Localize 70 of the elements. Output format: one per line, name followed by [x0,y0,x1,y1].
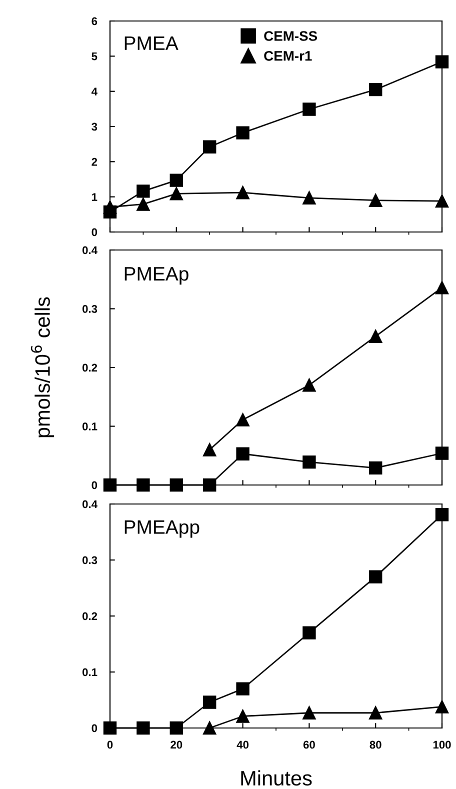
point [369,82,382,96]
x-tick-label: 80 [370,740,382,749]
legend-label: CEM-r1 [264,50,312,61]
point [302,455,316,469]
y-tick-label: 6 [92,17,98,26]
point [369,461,382,475]
y-tick-label: 0 [92,228,98,236]
point [435,446,449,460]
x-tick-label: 20 [170,740,182,749]
point [369,570,382,584]
y-tick-label: 0.2 [82,364,98,372]
y-tick-label: 0.4 [82,246,98,254]
y-axis-title: pmols/10$^{6}$ cells [30,297,54,438]
point [369,706,382,720]
x-tick-label: 0 [107,740,113,749]
point [435,194,449,208]
y-tick-label: 0.1 [82,422,98,430]
point [203,443,216,456]
point [170,478,183,492]
y-tick-label: 0.3 [82,556,98,564]
point [236,186,250,200]
x-axis-title: Minutes [241,770,312,786]
point [236,682,250,696]
point [236,413,250,426]
y-tick-label: 2 [92,158,98,166]
point [203,478,216,492]
point [170,721,183,735]
point [203,721,216,735]
text: PMEAp [124,267,188,285]
y-tick-label: 0.1 [82,668,98,676]
point [136,184,150,198]
point [302,102,316,116]
y-tick-label: 1 [92,193,98,201]
point [302,626,316,640]
y-tick-label: 0.4 [82,500,98,508]
point [435,55,449,68]
point [369,194,382,207]
y-tick-label: 4 [91,88,98,96]
point [236,710,250,723]
point [369,330,382,343]
y-tick-label: 0.2 [82,612,98,620]
y-tick-label: 0 [92,481,98,490]
x-tick-label: 100 [433,740,451,749]
point [236,447,250,460]
point [435,508,449,522]
point [302,191,316,204]
y-tick-label: 0.3 [82,305,98,313]
point [103,205,117,219]
point [170,187,183,200]
text: PMEApp [124,520,200,538]
point [302,378,316,392]
point [136,721,150,735]
y-tick-label: 5 [92,52,98,60]
text: PMEA [124,36,178,50]
y-tick-label: 3 [92,122,98,131]
point [435,700,449,714]
point [136,198,150,211]
x-tick-label: 60 [303,740,315,749]
point [170,174,183,187]
point [136,478,150,492]
x-tick-label: 40 [236,740,249,749]
point [203,140,216,154]
point [236,126,250,140]
point [435,281,449,294]
legend-label: CEM-SS [264,31,318,41]
point [302,706,316,720]
y-tick-label: 0 [92,724,98,732]
point [103,478,117,492]
point [103,721,117,735]
point [203,696,216,709]
